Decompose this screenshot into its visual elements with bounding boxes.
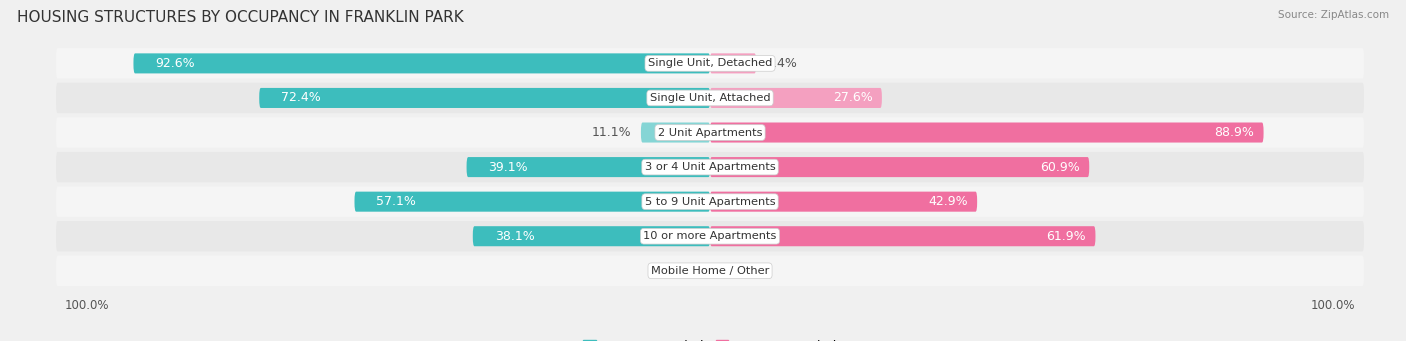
Legend: Owner-occupied, Renter-occupied: Owner-occupied, Renter-occupied	[578, 335, 842, 341]
FancyBboxPatch shape	[56, 48, 1364, 78]
FancyBboxPatch shape	[710, 88, 882, 108]
FancyBboxPatch shape	[472, 226, 710, 246]
Text: 60.9%: 60.9%	[1040, 161, 1080, 174]
FancyBboxPatch shape	[710, 226, 1095, 246]
Text: 39.1%: 39.1%	[488, 161, 529, 174]
Text: 27.6%: 27.6%	[832, 91, 873, 104]
Text: Mobile Home / Other: Mobile Home / Other	[651, 266, 769, 276]
Text: 72.4%: 72.4%	[281, 91, 321, 104]
Text: HOUSING STRUCTURES BY OCCUPANCY IN FRANKLIN PARK: HOUSING STRUCTURES BY OCCUPANCY IN FRANK…	[17, 10, 464, 25]
FancyBboxPatch shape	[467, 157, 710, 177]
FancyBboxPatch shape	[56, 117, 1364, 148]
Text: 10 or more Apartments: 10 or more Apartments	[644, 231, 776, 241]
Text: 0.0%: 0.0%	[720, 264, 749, 277]
Text: 61.9%: 61.9%	[1046, 230, 1085, 243]
Text: 92.6%: 92.6%	[155, 57, 195, 70]
Text: 88.9%: 88.9%	[1215, 126, 1254, 139]
FancyBboxPatch shape	[710, 53, 756, 73]
FancyBboxPatch shape	[259, 88, 710, 108]
Text: 2 Unit Apartments: 2 Unit Apartments	[658, 128, 762, 137]
Text: 57.1%: 57.1%	[377, 195, 416, 208]
Text: 42.9%: 42.9%	[928, 195, 967, 208]
FancyBboxPatch shape	[56, 187, 1364, 217]
Text: 5 to 9 Unit Apartments: 5 to 9 Unit Apartments	[645, 197, 775, 207]
Text: Source: ZipAtlas.com: Source: ZipAtlas.com	[1278, 10, 1389, 20]
FancyBboxPatch shape	[641, 122, 710, 143]
Text: 3 or 4 Unit Apartments: 3 or 4 Unit Apartments	[645, 162, 775, 172]
FancyBboxPatch shape	[56, 152, 1364, 182]
FancyBboxPatch shape	[710, 192, 977, 212]
FancyBboxPatch shape	[710, 157, 1090, 177]
FancyBboxPatch shape	[354, 192, 710, 212]
Text: 38.1%: 38.1%	[495, 230, 534, 243]
Text: 11.1%: 11.1%	[592, 126, 631, 139]
Text: Single Unit, Detached: Single Unit, Detached	[648, 58, 772, 69]
Text: Single Unit, Attached: Single Unit, Attached	[650, 93, 770, 103]
FancyBboxPatch shape	[134, 53, 710, 73]
Text: 7.4%: 7.4%	[765, 57, 797, 70]
FancyBboxPatch shape	[56, 221, 1364, 251]
FancyBboxPatch shape	[56, 256, 1364, 286]
FancyBboxPatch shape	[56, 83, 1364, 113]
Text: 0.0%: 0.0%	[671, 264, 700, 277]
FancyBboxPatch shape	[710, 122, 1264, 143]
